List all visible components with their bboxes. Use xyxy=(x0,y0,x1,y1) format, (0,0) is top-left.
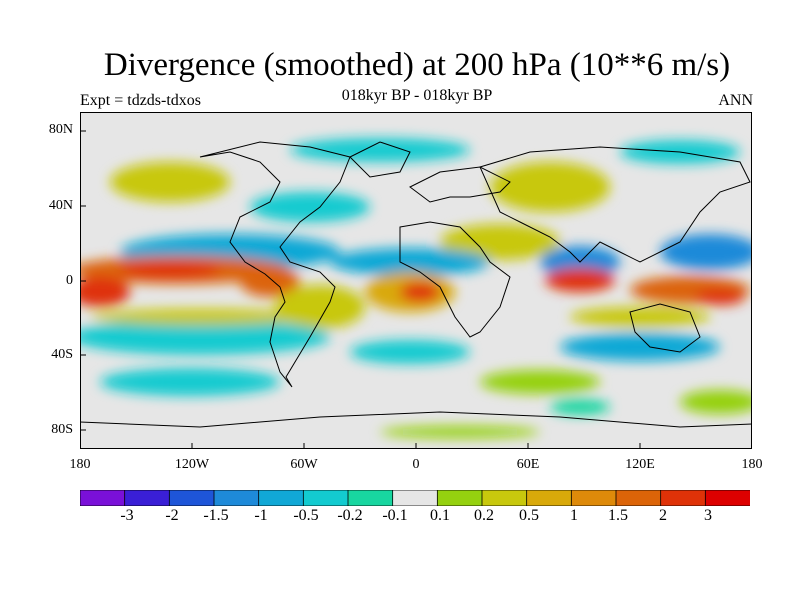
colorbar-label: -0.5 xyxy=(293,507,319,524)
chart-title: Divergence (smoothed) at 200 hPa (10**6 … xyxy=(103,47,731,83)
field-blob xyxy=(110,162,230,202)
colorbar-label: 0.5 xyxy=(519,507,539,524)
lat-tick-label: 40S xyxy=(51,347,73,362)
chart-subtitle: 018kyr BP - 018kyr BP xyxy=(341,87,493,104)
lat-tick-label: 0 xyxy=(66,273,73,288)
axis-ticks xyxy=(80,130,641,449)
field-blob xyxy=(290,138,470,162)
divergence-map xyxy=(80,112,752,449)
colorbar-swatch xyxy=(124,490,171,506)
colorbar-label: 0.2 xyxy=(474,507,494,524)
asia-coast xyxy=(479,146,751,263)
field-blob xyxy=(250,192,370,222)
field-blob xyxy=(380,426,540,438)
lon-tick-label: 60W xyxy=(290,457,318,472)
colorbar-swatch xyxy=(660,490,707,506)
field-blob xyxy=(480,370,600,394)
colorbar-swatch xyxy=(80,490,126,506)
colorbar-label: 0.1 xyxy=(430,507,450,524)
field-blob xyxy=(550,399,610,415)
colorbar-swatch xyxy=(481,490,528,506)
field-blob xyxy=(490,162,610,212)
africa-coast xyxy=(399,221,511,338)
field-blob xyxy=(275,285,365,329)
colorbar-swatch xyxy=(436,490,483,506)
field-blob xyxy=(120,262,220,278)
field-blob xyxy=(350,340,470,364)
colorbar-label: -1 xyxy=(254,507,268,524)
lat-tick-label: 80S xyxy=(51,422,73,437)
colorbar-label: -1.5 xyxy=(203,507,229,524)
divergence-field xyxy=(80,138,752,438)
colorbar-swatch xyxy=(168,490,215,506)
colorbar-label: 3 xyxy=(704,507,712,524)
field-blob xyxy=(90,309,310,325)
colorbar-label: 1 xyxy=(570,507,578,524)
colorbar-swatch xyxy=(570,490,617,506)
colorbar-swatch xyxy=(302,490,349,506)
field-blob xyxy=(80,277,130,307)
colorbar-swatch xyxy=(704,490,750,506)
field-blob xyxy=(680,390,752,414)
colorbar-label: -0.1 xyxy=(382,507,408,524)
field-blob xyxy=(240,267,300,297)
field-blob xyxy=(100,368,280,396)
antarctica-coast xyxy=(80,411,752,428)
australia-coast xyxy=(629,303,701,353)
colorbar-label: -2 xyxy=(165,507,179,524)
coastlines xyxy=(80,141,752,428)
field-blob xyxy=(660,234,752,270)
americas-coast xyxy=(199,141,351,388)
greenland-coast xyxy=(349,141,411,178)
season-label: ANN xyxy=(718,92,753,109)
field-blob xyxy=(545,268,615,292)
field-blob xyxy=(330,248,490,276)
colorbar-label: 2 xyxy=(659,507,667,524)
colorbar-swatch xyxy=(258,490,305,506)
colorbar-swatch xyxy=(526,490,573,506)
field-blob xyxy=(400,282,440,302)
lon-tick-label: 120W xyxy=(174,457,210,472)
lon-tick-label: 120E xyxy=(625,457,655,472)
colorbar-swatch xyxy=(615,490,662,506)
field-blob xyxy=(570,307,710,327)
experiment-label: Expt = tdzds-tdxos xyxy=(80,92,202,109)
colorbar-label: 1.5 xyxy=(608,507,628,524)
colorbar-label: -0.2 xyxy=(337,507,363,524)
lon-tick-label: 0 xyxy=(412,457,420,472)
field-blob xyxy=(695,289,745,305)
colorbar-swatch xyxy=(392,490,439,506)
lon-tick-label: 180 xyxy=(69,457,91,472)
field-blob xyxy=(560,333,720,361)
lon-tick-label: 180 xyxy=(741,457,763,472)
lat-tick-label: 40N xyxy=(48,198,73,213)
colorbar-label: -3 xyxy=(120,507,134,524)
colorbar-swatch xyxy=(347,490,394,506)
field-blob xyxy=(80,319,330,355)
colorbar xyxy=(80,490,750,506)
field-blob xyxy=(440,224,560,260)
europe-coast xyxy=(409,166,511,203)
lon-tick-label: 60E xyxy=(516,457,540,472)
colorbar-swatch xyxy=(213,490,260,506)
lat-tick-label: 80N xyxy=(48,122,73,137)
